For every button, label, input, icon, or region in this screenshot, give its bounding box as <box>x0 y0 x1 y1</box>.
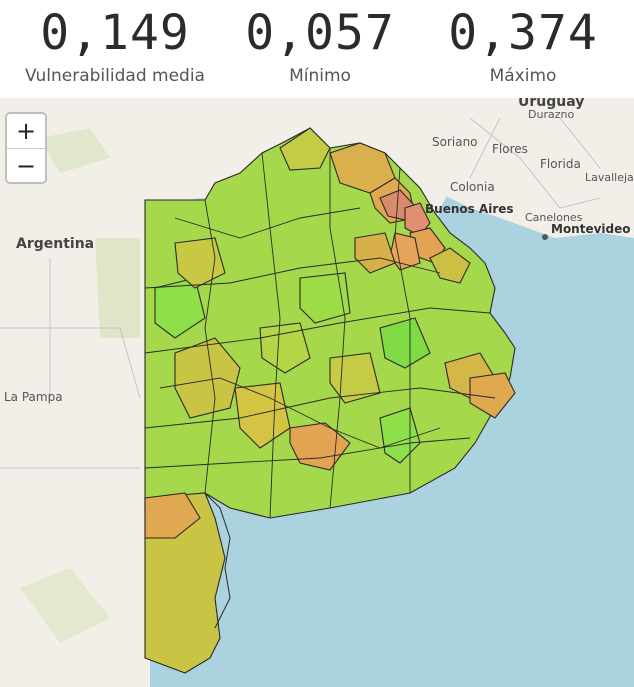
stat-mean-label: Vulnerabilidad media <box>25 66 205 86</box>
district-region[interactable] <box>299 272 351 324</box>
label-flores: Flores <box>492 142 528 156</box>
zoom-control: + − <box>5 112 47 184</box>
stat-max: 0,374 Máximo <box>418 0 628 86</box>
stat-min-value: 0,057 <box>245 5 395 61</box>
label-canelones: Canelones <box>525 211 583 224</box>
district-region[interactable] <box>329 352 381 404</box>
stat-max-value: 0,374 <box>448 5 598 61</box>
district-region[interactable] <box>469 372 516 419</box>
city-dot-montevideo <box>542 234 548 240</box>
park-area <box>95 238 140 338</box>
stat-max-label: Máximo <box>489 66 557 86</box>
stat-mean-value: 0,149 <box>40 5 190 61</box>
district-borders <box>144 148 496 519</box>
label-montevideo: Montevideo <box>551 222 631 236</box>
label-florida: Florida <box>540 157 581 171</box>
label-la-pampa: La Pampa <box>4 390 63 404</box>
district-region[interactable] <box>289 422 351 471</box>
map-container[interactable]: + − <box>0 98 634 687</box>
province-buenos-aires <box>144 127 516 674</box>
label-buenos-aires: Buenos Aires <box>425 202 514 216</box>
stat-min: 0,057 Mínimo <box>215 0 425 86</box>
district-region[interactable] <box>379 317 431 369</box>
stat-mean: 0,149 Vulnerabilidad media <box>10 0 220 86</box>
zoom-in-button[interactable]: + <box>7 114 45 148</box>
road-line <box>469 117 601 209</box>
label-colonia: Colonia <box>450 180 495 194</box>
district-region[interactable] <box>234 382 291 449</box>
district-region[interactable] <box>174 337 241 419</box>
label-lavalleja: Lavalleja <box>585 171 634 184</box>
district-region[interactable] <box>144 492 201 539</box>
label-uruguay: Uruguay <box>518 98 584 110</box>
map-canvas: Argentina La Pampa Uruguay Durazno Soria… <box>0 98 634 687</box>
district-region[interactable] <box>429 247 471 284</box>
bay-shore <box>204 492 231 629</box>
label-soriano: Soriano <box>432 135 478 149</box>
district-region[interactable] <box>354 232 396 274</box>
stats-header: 0,149 Vulnerabilidad media 0,057 Mínimo … <box>0 0 634 98</box>
road-line <box>0 258 141 469</box>
label-durazno: Durazno <box>528 108 574 121</box>
zoom-out-button[interactable]: − <box>7 148 45 182</box>
district-region[interactable] <box>279 127 331 171</box>
park-area <box>20 568 110 643</box>
park-area <box>40 128 110 173</box>
stat-min-label: Mínimo <box>289 66 351 86</box>
label-argentina: Argentina <box>16 236 94 252</box>
